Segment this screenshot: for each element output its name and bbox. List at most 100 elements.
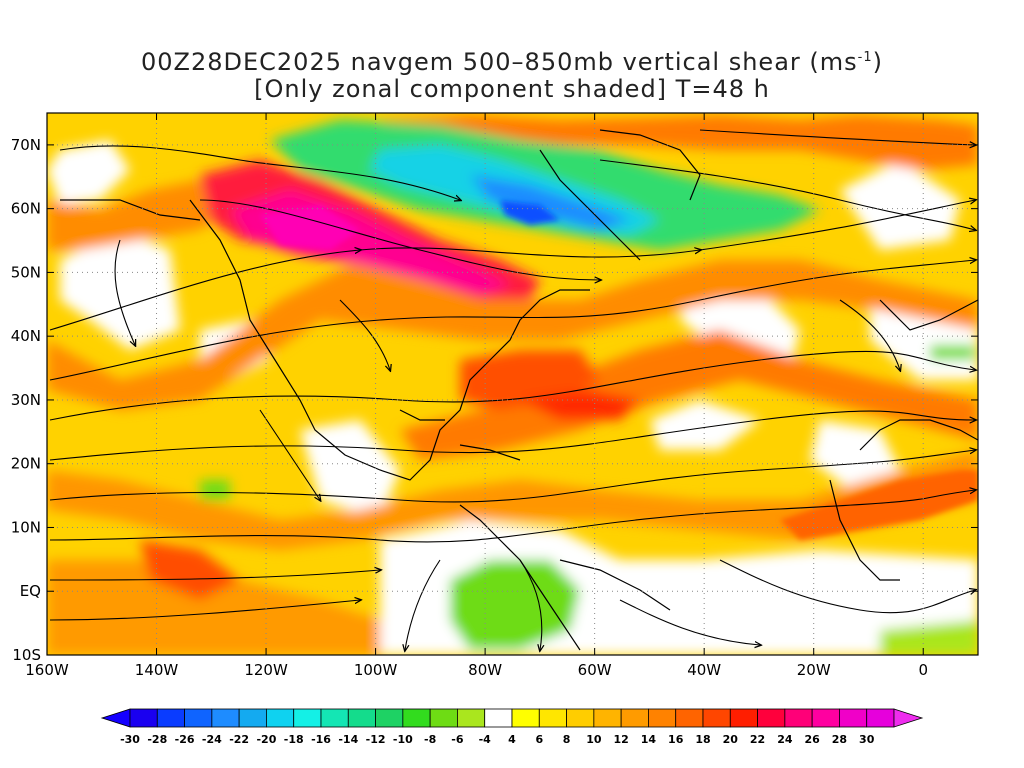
colorbar-label: 18 <box>695 733 710 746</box>
florida-coast <box>399 409 445 421</box>
streamline <box>49 490 975 543</box>
colorbar-label: 12 <box>613 733 628 746</box>
colorbar-box <box>211 708 240 728</box>
streamline <box>339 299 390 370</box>
colorbar-label: 28 <box>832 733 847 746</box>
streamline <box>405 559 441 650</box>
alaska-coast <box>60 199 201 221</box>
colorbar-label: 20 <box>723 733 739 746</box>
streamline <box>59 145 460 200</box>
lon-tick-label: 120W <box>244 661 288 679</box>
colorbar-label: -6 <box>451 733 464 746</box>
colorbar-under-arrow <box>100 708 131 728</box>
colorbar-label: 4 <box>508 733 516 746</box>
colorbar-box <box>593 708 622 728</box>
lon-tick-label: 100W <box>354 661 398 679</box>
chart-title-line1: 00Z28DEC2025 navgem 500–850mb vertical s… <box>140 48 883 76</box>
colorbar-box <box>866 708 895 728</box>
streamline <box>49 410 975 461</box>
colorbar-box <box>266 708 295 728</box>
lat-tick-label: 50N <box>11 263 41 281</box>
lat-tick-label: 70N <box>11 136 41 154</box>
streamline <box>259 409 320 500</box>
lon-tick-label: 40W <box>687 661 721 679</box>
colorbar-label: -24 <box>202 733 222 746</box>
streamline <box>599 159 975 230</box>
colorbar-box <box>811 708 840 728</box>
streamline <box>199 199 600 280</box>
colorbar-label: -12 <box>366 733 386 746</box>
colorbar-label: -28 <box>147 733 167 746</box>
streamline <box>49 570 380 581</box>
colorbar-label: -10 <box>393 733 413 746</box>
colorbar: -30 -28 -26 -24 -22 -20 -18 -16 -14 -12 -10 -8 -6 -4 4… <box>100 708 924 746</box>
north-america-coast <box>189 199 590 481</box>
colorbar-box <box>538 708 567 728</box>
colorbar-box <box>484 708 513 728</box>
europe-coast <box>879 299 978 331</box>
lat-tick-label: 60N <box>11 200 41 218</box>
streamline <box>114 239 135 345</box>
lat-tick-label: 30N <box>11 391 41 409</box>
lon-tick-label: 20W <box>797 661 831 679</box>
colorbar-box <box>675 708 704 728</box>
lon-tick-label: 60W <box>578 661 612 679</box>
colorbar-box <box>184 708 213 728</box>
lat-tick-label: 10S <box>12 646 41 664</box>
colorbar-label: -8 <box>424 733 436 746</box>
colorbar-labels: -30 -28 -26 -24 -22 -20 -18 -16 -14 -12 -10 -8 -6 -4 4… <box>120 733 875 746</box>
colorbar-box <box>729 708 758 728</box>
streamline <box>619 599 760 645</box>
colorbar-label: -26 <box>175 733 195 746</box>
colorbar-box <box>375 708 404 728</box>
colorbar-box <box>129 708 158 728</box>
colorbar-box <box>839 708 868 728</box>
colorbar-box <box>457 708 486 728</box>
chart-title-line2: [Only zonal component shaded] T=48 h <box>254 75 770 103</box>
streamline <box>49 350 975 421</box>
greenland-coast <box>599 129 701 201</box>
colorbar-label: 30 <box>859 733 875 746</box>
streamline <box>49 450 975 503</box>
lat-tick-label: EQ <box>20 582 41 600</box>
colorbar-boxes <box>129 708 895 728</box>
map-frame <box>46 112 979 656</box>
streamline <box>719 559 975 614</box>
shear-shading <box>47 113 978 655</box>
lat-lon-grid <box>47 113 978 655</box>
africa-west-coast <box>829 479 900 581</box>
colorbar-box <box>156 708 185 728</box>
colorbar-box <box>566 708 595 728</box>
colorbar-box <box>402 708 431 728</box>
africa-north-coast <box>859 419 978 451</box>
streamline <box>49 260 975 381</box>
colorbar-label: 10 <box>586 733 602 746</box>
colorbar-box <box>320 708 349 728</box>
colorbar-label: 26 <box>804 733 820 746</box>
colorbar-box <box>511 708 540 728</box>
streamline <box>519 559 542 650</box>
lat-tick-label: 20N <box>11 455 41 473</box>
colorbar-label: 14 <box>641 733 657 746</box>
colorbar-label: -14 <box>338 733 358 746</box>
lat-tick-label: 40N <box>11 327 41 345</box>
colorbar-label: -18 <box>284 733 304 746</box>
colorbar-label: 6 <box>535 733 543 746</box>
lat-tick-label: 10N <box>11 518 41 536</box>
colorbar-box <box>620 708 649 728</box>
latitude-labels: 70N 60N 50N 40N 30N 20N 10N EQ 10S <box>11 136 41 664</box>
colorbar-label: 24 <box>777 733 793 746</box>
longitude-labels: 160W 140W 120W 100W 80W 60W 40W 20W 0 <box>25 661 928 679</box>
colorbar-label: 16 <box>668 733 684 746</box>
colorbar-box <box>347 708 376 728</box>
colorbar-over-arrow <box>893 708 924 728</box>
streamline <box>839 299 900 370</box>
colorbar-box <box>429 708 458 728</box>
colorbar-box <box>648 708 677 728</box>
colorbar-box <box>757 708 786 728</box>
axis-ticks <box>46 113 978 656</box>
lon-tick-label: 80W <box>468 661 502 679</box>
brazil-coast <box>559 559 671 611</box>
lon-tick-label: 160W <box>25 661 69 679</box>
colorbar-label: -16 <box>311 733 331 746</box>
